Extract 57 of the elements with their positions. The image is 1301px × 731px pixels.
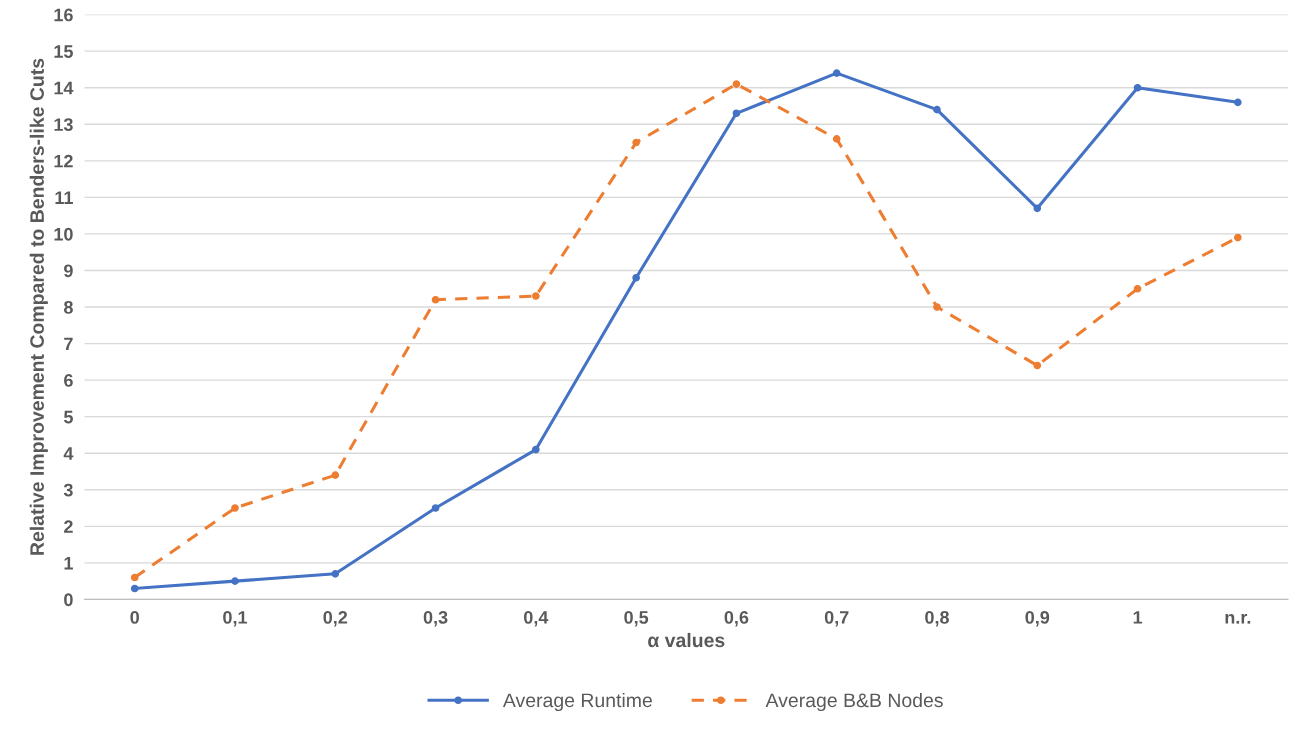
- y-tick-label: 7: [64, 337, 73, 351]
- y-tick-label: 5: [63, 410, 73, 424]
- x-tick-label: n.r.: [1225, 613, 1251, 624]
- point: [1133, 83, 1142, 92]
- y-axis-title: Relative Improvement Compared to Benders-like Cuts: [29, 58, 48, 555]
- y-tick-label: 0: [64, 593, 73, 607]
- x-tick-label: 0,5: [624, 611, 649, 627]
- x-tick-label: 0,7: [824, 611, 849, 627]
- x-tick-label: 0,8: [925, 611, 949, 627]
- y-tick-label: 1: [64, 556, 73, 570]
- legend-label: Average B&B Nodes: [765, 692, 943, 712]
- x-tick-label: 0,9: [1025, 611, 1050, 627]
- point: [732, 80, 741, 88]
- y-tick-label: 13: [54, 118, 73, 132]
- point: [532, 292, 540, 300]
- x-axis-title: α values: [648, 632, 725, 648]
- point: [1234, 233, 1242, 242]
- point: [632, 273, 640, 282]
- point: [331, 471, 340, 479]
- x-tick-label: 0,4: [524, 611, 549, 627]
- point: [130, 573, 139, 582]
- point: [231, 504, 239, 512]
- x-tick-label: 1: [1133, 611, 1143, 624]
- point: [1133, 284, 1142, 293]
- point: [832, 135, 841, 143]
- x-tick-label: 0,2: [323, 611, 348, 627]
- y-tick-label: 8: [63, 300, 73, 314]
- x-tick-label: 0,3: [423, 611, 448, 627]
- point: [1033, 361, 1042, 370]
- x-tick-label: 0,1: [223, 611, 248, 627]
- y-tick-label: 2: [64, 520, 73, 533]
- point: [933, 303, 941, 311]
- x-tick-label: 0: [130, 611, 139, 624]
- point: [632, 138, 640, 147]
- point: [832, 69, 841, 77]
- point: [532, 445, 540, 454]
- y-tick-label: 14: [54, 81, 74, 95]
- x-tick-label: 0,6: [724, 611, 749, 627]
- y-tick-label: 3: [63, 483, 73, 497]
- point: [231, 577, 239, 585]
- y-tick-label: 11: [55, 191, 73, 204]
- point: [431, 295, 440, 304]
- point: [1033, 204, 1042, 213]
- y-tick-label: 15: [54, 45, 73, 58]
- point: [1234, 98, 1242, 107]
- legend-label: Average Runtime: [502, 692, 652, 712]
- point: [431, 504, 440, 512]
- y-tick-label: 12: [54, 154, 73, 168]
- point: [732, 109, 741, 118]
- y-tick-label: 4: [63, 447, 74, 460]
- y-tick-label: 10: [54, 227, 73, 241]
- y-tick-label: 9: [64, 264, 73, 278]
- point: [130, 584, 139, 593]
- point: [933, 105, 941, 114]
- point: [331, 570, 340, 578]
- y-tick-label: 16: [54, 8, 73, 22]
- y-tick-label: 6: [64, 374, 73, 387]
